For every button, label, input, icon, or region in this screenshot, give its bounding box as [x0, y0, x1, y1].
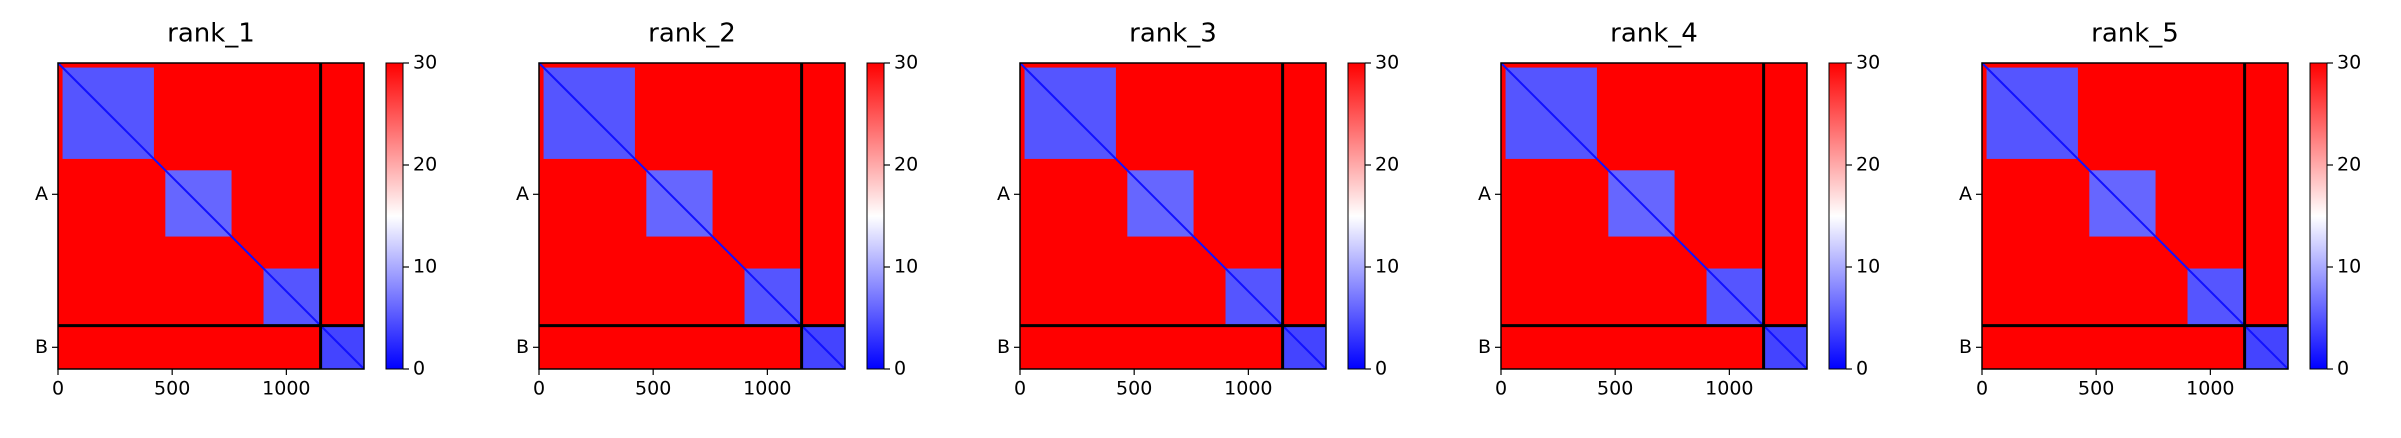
colorbar-tick-label: 30 — [894, 52, 918, 74]
x-tick-label: 1000 — [1224, 378, 1272, 400]
y-tick-label: A — [35, 183, 48, 205]
plot-frame — [1019, 62, 1327, 370]
colorbar-tick-label: 30 — [1375, 52, 1399, 74]
colorbar-tick-label: 0 — [413, 358, 425, 380]
colorbar-tick-label: 20 — [1856, 154, 1880, 176]
diagonal — [1981, 62, 2289, 370]
colorbar-tick-label: 20 — [2337, 154, 2361, 176]
x-tick-label: 1000 — [743, 378, 791, 400]
y-tick-label: A — [516, 183, 529, 205]
x-tick-label: 1000 — [262, 378, 310, 400]
chart-title: rank_1 — [167, 19, 255, 49]
diagonal — [1500, 62, 1808, 370]
plot-frame — [57, 62, 365, 370]
x-tick-label: 0 — [1495, 378, 1507, 400]
x-tick-label: 0 — [1976, 378, 1988, 400]
x-tick-label: 500 — [635, 378, 671, 400]
plot-frame — [538, 62, 846, 370]
colorbar-tick-label: 0 — [894, 358, 906, 380]
diagonal — [1019, 62, 1327, 370]
y-tick-label: A — [997, 183, 1010, 205]
y-tick-label: B — [1959, 336, 1972, 358]
x-tick-label: 0 — [52, 378, 64, 400]
colorbar-tick-label: 10 — [1856, 256, 1880, 278]
colorbar-tick-label: 0 — [1856, 358, 1868, 380]
y-tick-label: B — [997, 336, 1010, 358]
x-tick-label: 1000 — [2186, 378, 2234, 400]
x-tick-label: 0 — [1014, 378, 1026, 400]
colorbar-tick-label: 30 — [1856, 52, 1880, 74]
colorbar — [1347, 62, 1366, 370]
x-tick-label: 500 — [1597, 378, 1633, 400]
diagonal — [538, 62, 846, 370]
colorbar-tick-label: 0 — [2337, 358, 2349, 380]
x-tick-label: 500 — [154, 378, 190, 400]
x-tick-label: 500 — [2078, 378, 2114, 400]
colorbar-tick-label: 20 — [894, 154, 918, 176]
colorbar — [385, 62, 404, 370]
chart-title: rank_2 — [648, 19, 736, 49]
colorbar-tick-label: 20 — [413, 154, 437, 176]
y-tick-label: B — [1478, 336, 1491, 358]
x-tick-label: 0 — [533, 378, 545, 400]
colorbar — [1828, 62, 1847, 370]
colorbar — [2309, 62, 2328, 370]
colorbar-tick-label: 30 — [413, 52, 437, 74]
colorbar-tick-label: 10 — [2337, 256, 2361, 278]
y-tick-label: A — [1959, 183, 1972, 205]
plot-frame — [1981, 62, 2289, 370]
colorbar-tick-label: 10 — [1375, 256, 1399, 278]
y-tick-label: B — [35, 336, 48, 358]
x-tick-label: 1000 — [1705, 378, 1753, 400]
plot-frame — [1500, 62, 1808, 370]
colorbar-tick-label: 10 — [894, 256, 918, 278]
colorbar-tick-label: 20 — [1375, 154, 1399, 176]
y-tick-label: A — [1478, 183, 1491, 205]
colorbar-tick-label: 30 — [2337, 52, 2361, 74]
chart-title: rank_4 — [1610, 19, 1698, 49]
colorbar-tick-label: 0 — [1375, 358, 1387, 380]
colorbar-tick-label: 10 — [413, 256, 437, 278]
colorbar — [866, 62, 885, 370]
chart-title: rank_5 — [2091, 19, 2179, 49]
x-tick-label: 500 — [1116, 378, 1152, 400]
y-tick-label: B — [516, 336, 529, 358]
chart-title: rank_3 — [1129, 19, 1217, 49]
diagonal — [57, 62, 365, 370]
